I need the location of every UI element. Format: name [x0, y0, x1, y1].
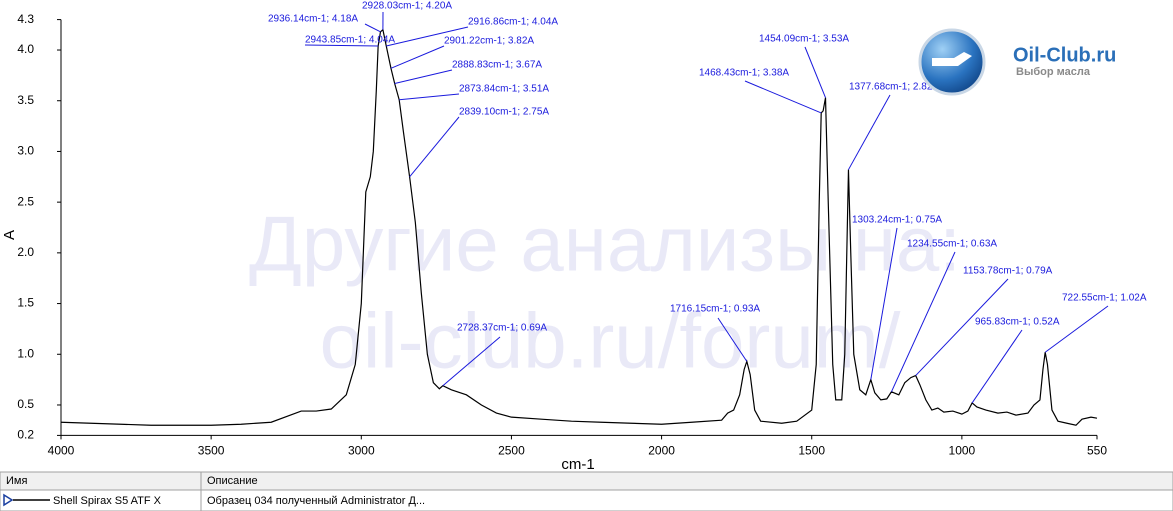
y-tick-label: 0.5 [17, 397, 34, 411]
x-tick-label: 2000 [648, 444, 675, 458]
y-tick-label: 4.3 [17, 12, 34, 26]
annotation-label: 2928.03cm-1; 4.20A [362, 1, 452, 12]
annotation-leader [890, 251, 956, 392]
legend-table: Имя Описание Shell Spirax S5 ATF X Образ… [0, 471, 1173, 511]
y-tick-label: 3.0 [17, 144, 34, 158]
annotation-leader [442, 336, 501, 387]
annotation-leader [870, 227, 898, 380]
annotation-leader [409, 116, 460, 178]
legend-entry[interactable]: Shell Spirax S5 ATF X [53, 495, 162, 507]
x-tick-label: 3500 [198, 444, 225, 458]
annotation-label: 2916.86cm-1; 4.04A [468, 17, 558, 28]
logo-subtitle: Выбор масла [1016, 66, 1091, 78]
logo-can [932, 52, 972, 66]
annotation-label: 1454.09cm-1; 3.53A [759, 34, 849, 45]
annotation-label: 1234.55cm-1; 0.63A [907, 239, 997, 250]
annotation-leader [915, 278, 1009, 376]
header-cell: Имя [6, 475, 27, 487]
table-header [0, 471, 1173, 491]
annotation-label: 1377.68cm-1; 2.82A [849, 82, 939, 93]
watermark: oil-club.ru/forum/ [320, 297, 901, 385]
annotation-label: 1468.43cm-1; 3.38A [699, 68, 789, 79]
annotation-leader [364, 23, 381, 33]
y-tick-label: 2.5 [17, 194, 34, 208]
annotation-leader [399, 93, 460, 101]
annotation-label: 2943.85cm-1; 4.04A [305, 35, 395, 46]
annotation-leader [1044, 305, 1109, 353]
header-cell: Описание [207, 475, 258, 487]
annotation-label: 2839.10cm-1; 2.75A [459, 107, 549, 118]
table-cell: Образец 034 полученный Administrator Д..… [207, 495, 425, 507]
annotation-label: 2936.14cm-1; 4.18A [268, 14, 358, 25]
watermark: Другие анализы на: [249, 200, 961, 288]
annotation-leader [304, 44, 379, 47]
y-tick-label: 4.0 [17, 42, 34, 56]
annotation-label: 2728.37cm-1; 0.69A [457, 323, 547, 334]
logo-title: Oil-Club.ru [1013, 44, 1116, 66]
y-tick-label: 1.5 [17, 296, 34, 310]
annotation-leader [717, 317, 748, 362]
spectrum-line [60, 28, 1098, 426]
annotation-leader [804, 46, 826, 98]
y-tick-label: 3.5 [17, 93, 34, 107]
annotation-label: 1303.24cm-1; 0.75A [852, 215, 942, 226]
logo: Oil-Club.ru Выбор масла [918, 28, 1116, 96]
annotation-leader [744, 80, 822, 114]
annotation-leader [394, 69, 453, 84]
annotation-leader [390, 45, 445, 69]
x-tick-label: 3000 [348, 444, 375, 458]
annotation-label: 1153.78cm-1; 0.79A [963, 266, 1053, 277]
x-tick-label: 1000 [949, 444, 976, 458]
x-tick-label: 550 [1087, 444, 1107, 458]
annotation-label: 2888.83cm-1; 3.67A [452, 60, 542, 71]
annotation-label: 1716.15cm-1; 0.93A [670, 304, 760, 315]
x-tick-label: 2500 [498, 444, 525, 458]
x-tick-label: 1500 [798, 444, 825, 458]
annotation-leader [386, 26, 469, 47]
y-tick-label: 2.0 [17, 245, 34, 259]
row-indicator [3, 493, 14, 507]
annotation-label: 722.55cm-1; 1.02A [1062, 293, 1147, 304]
y-axis-label: A [1, 230, 18, 240]
x-tick-label: 4000 [48, 444, 75, 458]
annotation-leader [848, 94, 891, 170]
y-tick-label: 1.0 [17, 346, 34, 360]
annotation-label: 965.83cm-1; 0.52A [975, 317, 1060, 328]
annotation-label: 2901.22cm-1; 3.82A [444, 36, 534, 47]
annotation-label: 2873.84cm-1; 3.51A [459, 84, 549, 95]
plot: 0.2 0.5 1.0 1.5 2.0 2.5 3.0 3.5 4.0 4.3 4000 3500 30… [17, 1, 1147, 458]
y-tick-label: 0.2 [17, 428, 34, 442]
x-axis-label: cm-1 [561, 456, 594, 473]
annotation-leader [971, 329, 1023, 404]
